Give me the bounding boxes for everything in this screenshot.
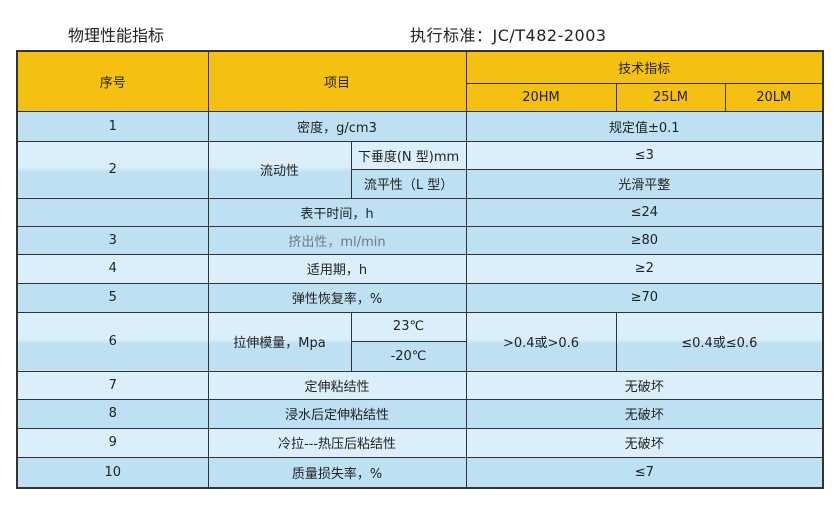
header-grade-20lm: 20LM bbox=[724, 82, 824, 112]
table-row: 8 浸水后定伸粘结性 无破坏 bbox=[16, 398, 824, 429]
row-item: 弹性恢复率，% bbox=[207, 282, 467, 313]
row-value: 规定值±0.1 bbox=[465, 110, 824, 142]
table-row: 10 质量损失率，% ≤7 bbox=[16, 456, 824, 489]
row-item: 定伸粘结性 bbox=[207, 370, 467, 400]
row-value: 无破坏 bbox=[465, 370, 824, 400]
row-item: 流动性 bbox=[207, 140, 352, 199]
row-value-lm: ≤0.4或≤0.6 bbox=[615, 311, 824, 372]
row-value: ≤7 bbox=[465, 456, 824, 489]
row-item: 挤出性，ml/min bbox=[207, 225, 467, 255]
header-item: 项目 bbox=[207, 50, 467, 112]
row-subitem: 流平性（L 型） bbox=[350, 168, 467, 199]
table-row: 9 冷拉---热压后粘结性 无破坏 bbox=[16, 427, 824, 458]
row-no: 1 bbox=[16, 110, 209, 142]
row-no: 6 bbox=[16, 311, 209, 372]
row-value: ≥2 bbox=[465, 253, 824, 284]
row-value: ≥80 bbox=[465, 225, 824, 255]
row-value: ≤24 bbox=[465, 197, 824, 227]
row-no: 5 bbox=[16, 282, 209, 313]
row-value: 无破坏 bbox=[465, 427, 824, 458]
row-no: 3 bbox=[16, 225, 209, 255]
table-row: 1 密度，g/cm3 规定值±0.1 bbox=[16, 110, 824, 142]
row-no: 10 bbox=[16, 456, 209, 489]
row-temp-23: 23℃ bbox=[350, 311, 467, 342]
header-no: 序号 bbox=[16, 50, 209, 112]
header-grade-25lm: 25LM bbox=[615, 82, 726, 112]
table-row: 表干时间，h ≤24 bbox=[16, 197, 824, 227]
row-temp-minus20: -20℃ bbox=[350, 340, 467, 372]
header-grade-row: 20HM 25LM 20LM bbox=[17, 82, 824, 112]
row-no: 9 bbox=[16, 427, 209, 458]
row-value: 光滑平整 bbox=[465, 168, 824, 199]
table-row: 7 定伸粘结性 无破坏 bbox=[16, 370, 824, 400]
row-value: 无破坏 bbox=[465, 398, 824, 429]
physical-properties-table: 序号 项目 技术指标 20HM 25LM 20LM 1 密度，g/cm3 规定值… bbox=[16, 50, 825, 489]
row-item: 拉伸模量，Mpa bbox=[207, 311, 352, 372]
header-spec: 技术指标 bbox=[465, 50, 824, 84]
row-item: 冷拉---热压后粘结性 bbox=[207, 427, 467, 458]
row-no bbox=[16, 197, 209, 227]
row-item: 密度，g/cm3 bbox=[207, 110, 467, 142]
table-row: 3 挤出性，ml/min ≥80 bbox=[16, 225, 824, 255]
table-row: 5 弹性恢复率，% ≥70 bbox=[16, 282, 824, 313]
row-no: 7 bbox=[16, 370, 209, 400]
header-grade-20hm: 20HM bbox=[465, 82, 617, 112]
row-no: 8 bbox=[16, 398, 209, 429]
table-row: 2 流动性 下垂度(N 型)mm ≤3 bbox=[16, 140, 824, 199]
row-no: 2 bbox=[16, 140, 209, 199]
row-item: 质量损失率，% bbox=[207, 456, 467, 489]
standard-label: 执行标准：JC/T482-2003 bbox=[410, 26, 607, 45]
row-item: 适用期，h bbox=[207, 253, 467, 284]
section-title: 物理性能指标 bbox=[68, 26, 165, 45]
table-row: 4 适用期，h ≥2 bbox=[16, 253, 824, 284]
row-item: 表干时间，h bbox=[207, 197, 467, 227]
row-value-hm: >0.4或>0.6 bbox=[465, 311, 617, 372]
row-value: ≤3 bbox=[465, 140, 824, 170]
row-value: ≥70 bbox=[465, 282, 824, 313]
table-row: 6 拉伸模量，Mpa 23℃ >0.4或>0.6 ≤0.4或≤0.6 bbox=[16, 311, 824, 372]
row-no: 4 bbox=[16, 253, 209, 284]
row-subitem: 下垂度(N 型)mm bbox=[350, 140, 467, 170]
header-row: 序号 项目 技术指标 bbox=[16, 50, 824, 112]
row-item: 浸水后定伸粘结性 bbox=[207, 398, 467, 429]
